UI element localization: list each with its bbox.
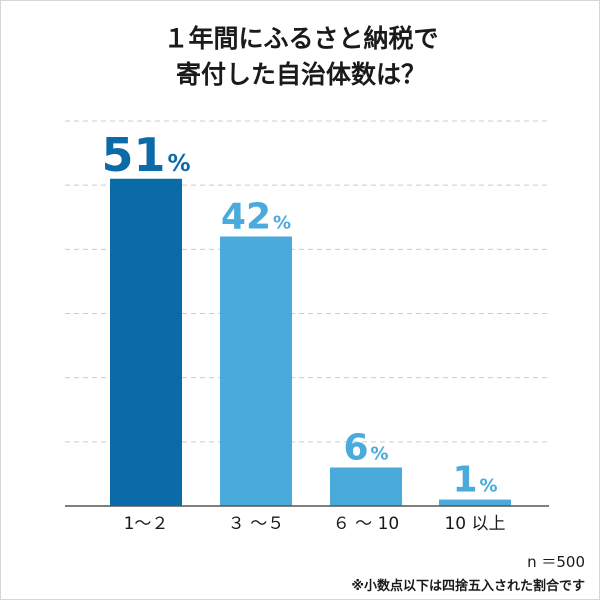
- bar-1: [110, 178, 182, 506]
- category-label-2: ３ ～５: [228, 514, 284, 534]
- value-unit-3: %: [371, 444, 389, 465]
- chart-title: １年間にふるさと納税で 寄付した自治体数は？: [1, 21, 600, 93]
- value-number-4: 1: [452, 460, 477, 501]
- bar-3: [330, 467, 402, 506]
- category-label-3: ６ ～ 10: [333, 514, 399, 534]
- value-label-4: 1%: [452, 460, 497, 501]
- value-number-3: 6: [343, 428, 368, 469]
- category-label-4: 10 以上: [444, 514, 505, 534]
- bar-2: [220, 236, 292, 506]
- bar-4: [439, 499, 511, 506]
- value-number-2: 42: [221, 197, 271, 238]
- title-line-2: 寄付した自治体数は？: [175, 60, 426, 89]
- value-unit-1: %: [167, 151, 190, 177]
- value-number-1: 51: [101, 128, 165, 182]
- title-line-1: １年間にふるさと納税で: [163, 24, 439, 53]
- rounding-note: ※小数点以下は四捨五入された割合です: [351, 579, 585, 594]
- value-label-1: 51%: [101, 128, 190, 182]
- category-label-1: 1～２: [124, 514, 169, 534]
- value-unit-4: %: [480, 476, 498, 497]
- value-label-3: 6%: [343, 428, 388, 469]
- sample-size-note: n ＝500: [527, 553, 585, 571]
- value-label-2: 42%: [221, 197, 291, 238]
- value-unit-2: %: [273, 213, 291, 234]
